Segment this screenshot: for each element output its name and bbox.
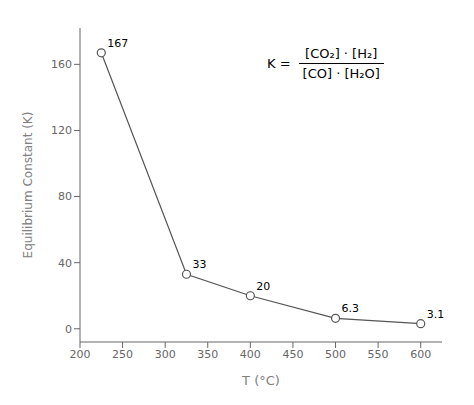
svg-text:160: 160 [51, 58, 72, 71]
svg-text:3.1: 3.1 [427, 308, 445, 321]
svg-text:6.3: 6.3 [342, 302, 360, 315]
svg-text:200: 200 [70, 348, 91, 361]
svg-text:250: 250 [112, 348, 133, 361]
svg-text:550: 550 [368, 348, 389, 361]
svg-text:500: 500 [325, 348, 346, 361]
svg-text:80: 80 [58, 190, 72, 203]
svg-text:33: 33 [192, 258, 206, 271]
svg-text:300: 300 [155, 348, 176, 361]
svg-text:Equilibrium Constant (K): Equilibrium Constant (K) [21, 112, 35, 259]
html-text:[CO] · [H₂O]: [CO] · [H₂O] [302, 66, 380, 81]
html-text:K =: K = [267, 56, 291, 71]
svg-text:0: 0 [65, 323, 72, 336]
svg-text:400: 400 [240, 348, 261, 361]
svg-text:350: 350 [197, 348, 218, 361]
svg-text:20: 20 [256, 280, 270, 293]
svg-text:T (°C): T (°C) [241, 373, 280, 388]
svg-text:450: 450 [282, 348, 303, 361]
svg-text:40: 40 [58, 257, 72, 270]
html-text:[CO₂] · [H₂]: [CO₂] · [H₂] [305, 46, 378, 61]
svg-text:120: 120 [51, 124, 72, 137]
svg-text:167: 167 [107, 37, 128, 50]
svg-text:600: 600 [410, 348, 431, 361]
